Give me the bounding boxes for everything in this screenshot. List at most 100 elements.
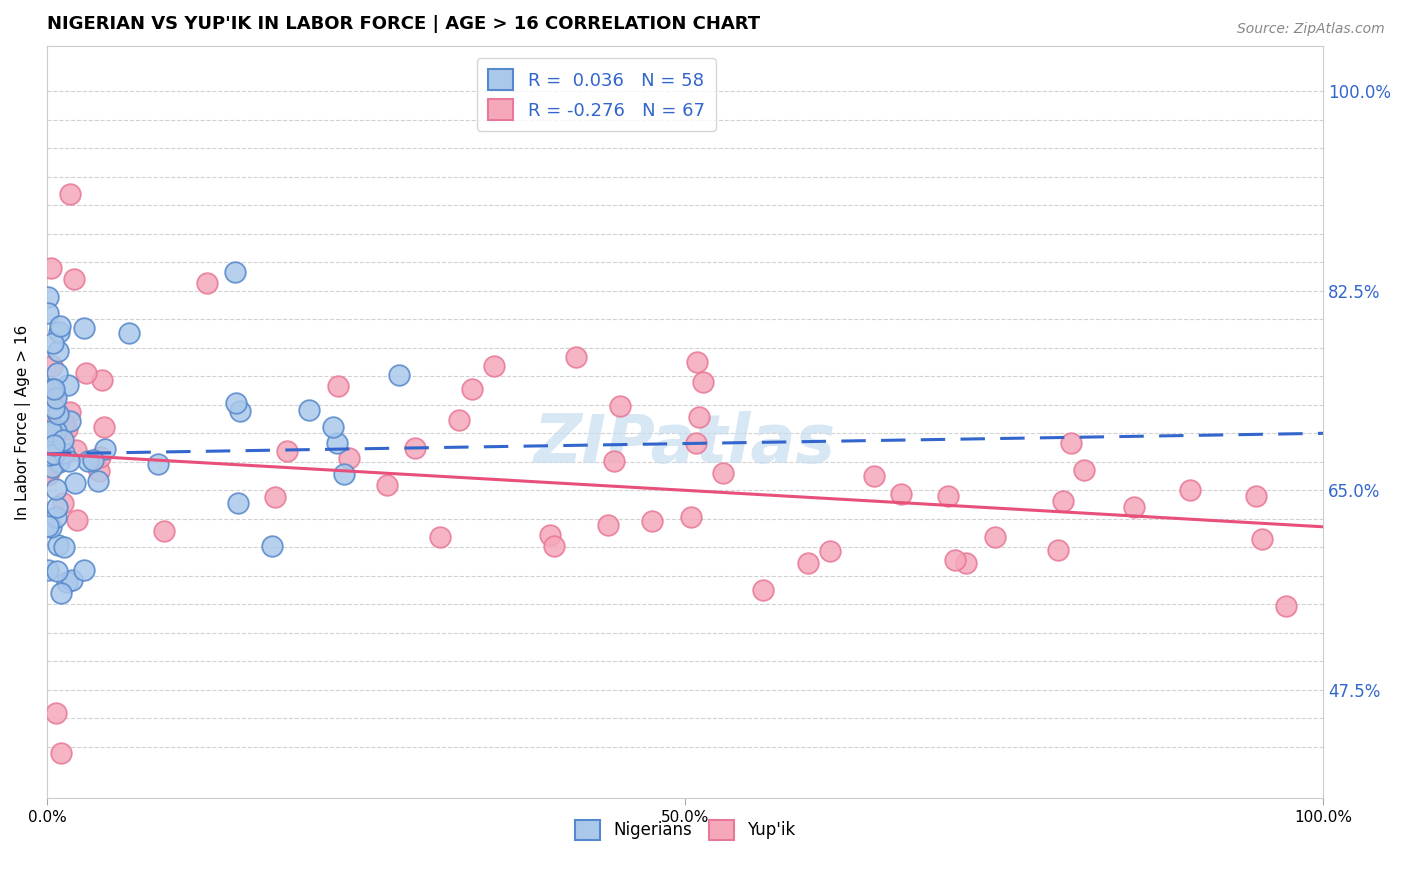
Point — [59, 414, 82, 428]
Point — [388, 368, 411, 382]
Point — [943, 553, 966, 567]
Point — [42, 437, 65, 451]
Point — [42, 420, 65, 434]
Point — [276, 443, 298, 458]
Point — [49, 586, 72, 600]
Point — [333, 467, 356, 481]
Point — [41, 359, 63, 373]
Point — [48, 455, 70, 469]
Point — [1250, 532, 1272, 546]
Point — [42, 392, 65, 407]
Legend: Nigerians, Yup'ik: Nigerians, Yup'ik — [568, 814, 801, 847]
Point — [325, 436, 347, 450]
Point — [39, 520, 62, 534]
Point — [53, 417, 76, 431]
Point — [49, 318, 72, 333]
Point — [955, 556, 977, 570]
Point — [45, 706, 67, 720]
Point — [260, 539, 283, 553]
Point — [37, 519, 59, 533]
Point — [46, 408, 69, 422]
Point — [59, 186, 82, 201]
Point — [752, 583, 775, 598]
Point — [543, 539, 565, 553]
Point — [679, 509, 702, 524]
Point — [45, 509, 67, 524]
Point — [1275, 599, 1298, 613]
Point — [58, 377, 80, 392]
Point — [45, 425, 67, 439]
Point — [685, 435, 707, 450]
Point — [55, 422, 77, 436]
Point — [890, 487, 912, 501]
Point — [73, 563, 96, 577]
Point — [938, 489, 960, 503]
Point — [641, 515, 664, 529]
Point — [38, 448, 60, 462]
Point — [42, 335, 65, 350]
Point — [77, 454, 100, 468]
Point — [596, 517, 619, 532]
Point — [482, 359, 505, 373]
Point — [564, 351, 586, 365]
Point — [94, 442, 117, 456]
Point — [375, 478, 398, 492]
Point — [1123, 500, 1146, 515]
Point — [75, 366, 97, 380]
Point — [42, 382, 65, 396]
Point — [1046, 542, 1069, 557]
Text: Source: ZipAtlas.com: Source: ZipAtlas.com — [1237, 22, 1385, 37]
Point — [37, 429, 59, 443]
Point — [226, 496, 249, 510]
Text: ZIPatlas: ZIPatlas — [534, 411, 837, 477]
Point — [60, 574, 83, 588]
Point — [447, 413, 470, 427]
Y-axis label: In Labor Force | Age > 16: In Labor Force | Age > 16 — [15, 325, 31, 519]
Point — [429, 530, 451, 544]
Point — [862, 468, 884, 483]
Point — [51, 746, 73, 760]
Point — [1059, 436, 1081, 450]
Point — [1052, 494, 1074, 508]
Point — [65, 443, 87, 458]
Point — [93, 420, 115, 434]
Point — [41, 460, 63, 475]
Point — [42, 446, 65, 460]
Point — [63, 475, 86, 490]
Text: NIGERIAN VS YUP'IK IN LABOR FORCE | AGE > 16 CORRELATION CHART: NIGERIAN VS YUP'IK IN LABOR FORCE | AGE … — [46, 15, 761, 33]
Point — [39, 384, 62, 398]
Point — [91, 373, 114, 387]
Point — [146, 458, 169, 472]
Point — [48, 326, 70, 340]
Point — [538, 528, 561, 542]
Point — [461, 382, 484, 396]
Point — [37, 563, 59, 577]
Point — [686, 354, 709, 368]
Point — [984, 530, 1007, 544]
Point — [195, 277, 218, 291]
Point — [82, 453, 104, 467]
Point — [52, 446, 75, 460]
Point — [59, 405, 82, 419]
Point — [39, 424, 62, 438]
Point — [46, 538, 69, 552]
Point — [228, 404, 250, 418]
Point — [58, 454, 80, 468]
Point — [37, 306, 59, 320]
Point — [117, 326, 139, 341]
Point — [41, 400, 63, 414]
Point — [326, 379, 349, 393]
Point — [37, 290, 59, 304]
Point — [62, 272, 84, 286]
Point — [87, 474, 110, 488]
Point — [692, 375, 714, 389]
Point — [337, 451, 360, 466]
Point — [1244, 489, 1267, 503]
Point — [46, 366, 69, 380]
Point — [55, 574, 77, 589]
Point — [45, 392, 67, 406]
Point — [818, 544, 841, 558]
Point — [37, 467, 59, 482]
Point — [37, 468, 59, 483]
Point — [224, 264, 246, 278]
